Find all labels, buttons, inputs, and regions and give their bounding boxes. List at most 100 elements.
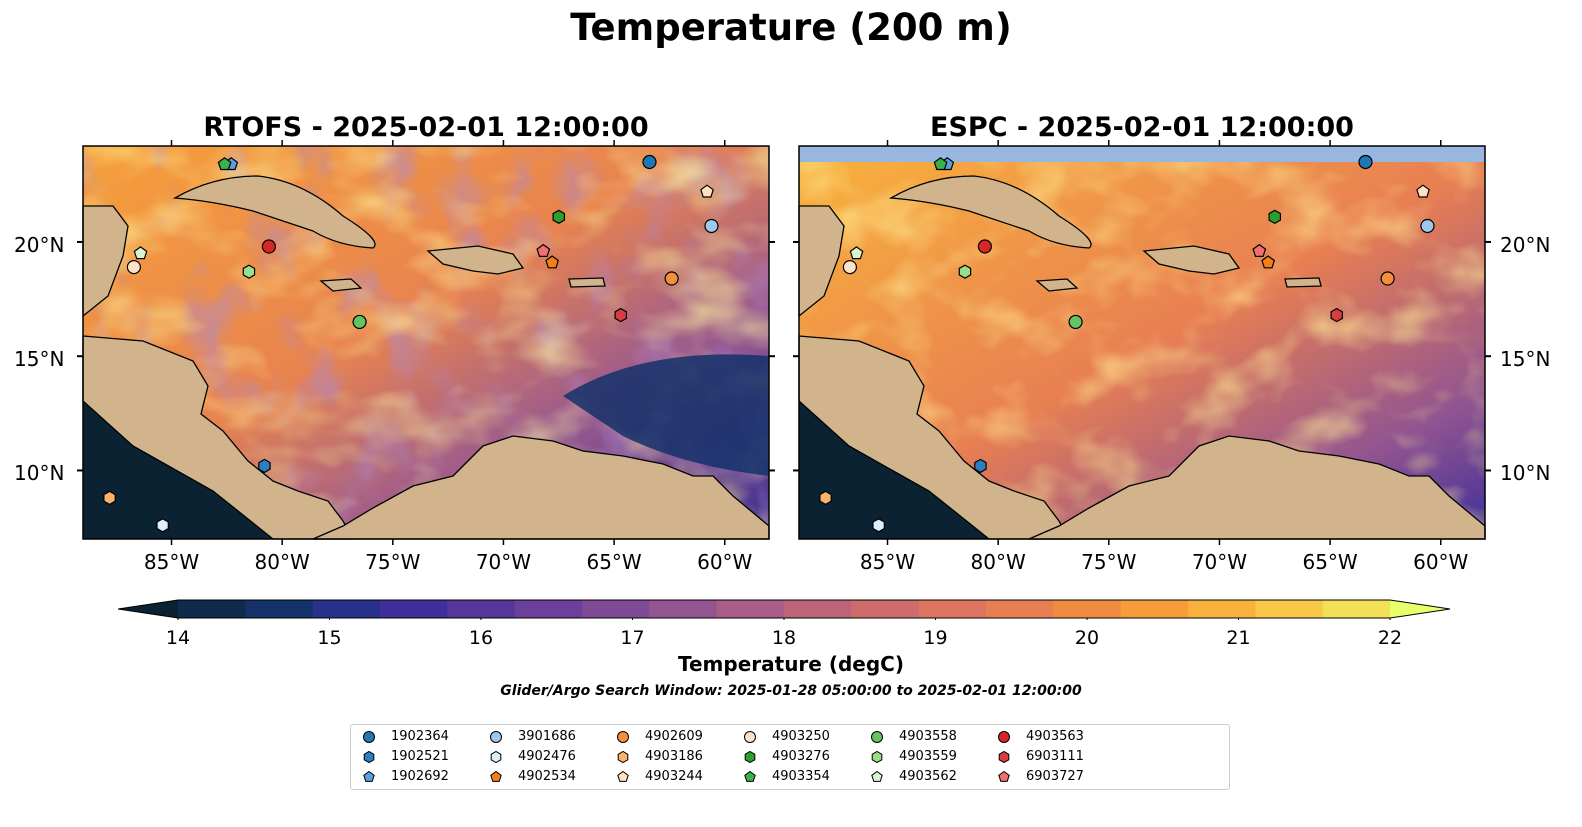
legend-marker [871,770,883,782]
float-marker-4903276 [552,209,565,224]
hispaniola-land [426,245,525,275]
colorbar-segment [851,600,920,618]
lon-label-rtofs-85: 85°W [143,550,200,574]
float-marker-4903244 [700,184,714,198]
legend-label: 6903727 [1026,769,1084,784]
float-marker-1902364 [1358,154,1373,170]
float-marker-6903727 [536,243,551,258]
legend-marker [871,731,883,743]
legend-marker [617,731,629,743]
legend-marker [490,770,502,782]
float-marker-4902609 [664,271,679,286]
float-marker-4903250 [126,259,141,275]
rtofs-map-frame [82,145,770,540]
colorbar-segment [1053,600,1122,618]
colorbar-tick-16: 16 [468,627,494,649]
legend-marker [617,770,629,782]
legend-label: 4902534 [518,769,576,784]
legend-label: 1902692 [391,769,449,784]
espc-temperature-map [798,146,1486,540]
legend-label: 3901686 [518,729,576,744]
hispaniola-land [1142,245,1241,275]
float-marker-3901686 [704,218,719,234]
colorbar-segment [1255,600,1324,618]
lon-label-espc-60: 60°W [1413,550,1469,574]
legend-label: 4903250 [772,729,830,744]
lon-label-espc-75: 75°W [1081,550,1137,574]
float-marker-4903559 [958,264,972,279]
colorbar-segment [784,600,852,618]
colorbar-label: Temperature (degC) [678,652,904,676]
float-marker-4903559 [242,264,256,279]
legend-label: 4903563 [1026,729,1084,744]
legend-marker [744,750,756,764]
colorbar-segment [1322,600,1391,618]
legend-label: 1902521 [391,749,449,764]
axis-tick-marks [77,140,1491,545]
legend-marker [998,750,1010,764]
search-window-note: Glider/Argo Search Window: 2025-01-28 05… [500,683,1082,699]
pacific-ocean [799,401,989,539]
jamaica-land [319,278,363,292]
float-marker-3901686 [1420,218,1435,234]
colorbar-under-arrow [118,600,178,618]
colorbar-tick-15: 15 [317,627,342,649]
colorbar-segment [447,600,516,618]
legend-label: 4903558 [899,729,957,744]
lon-label-rtofs-60: 60°W [697,550,753,574]
rtofs-temperature-map [82,146,770,540]
float-marker-4903354 [217,157,232,171]
legend-label: 4903276 [772,749,830,764]
legend-marker [490,750,502,764]
lon-label-rtofs-75: 75°W [365,550,421,574]
float-marker-6903111 [1330,307,1344,323]
colorbar-segment [649,600,718,618]
float-marker-4903558 [1068,314,1083,330]
float-legend: 1902364 1902521 1902692 3901686 4902476 49025… [350,724,1230,790]
float-marker-4903558 [352,314,367,330]
lat-label-15n-right: 15°N [1500,347,1551,371]
colorbar-segment [918,600,987,618]
float-marker-4903244 [1416,184,1430,198]
pacific-ocean [83,401,273,539]
lon-label-rtofs-70: 70°W [475,550,532,574]
cold-pool [563,354,769,476]
colorbar-segment [716,600,785,618]
legend-marker [490,731,502,743]
colorbar-tick-22: 22 [1377,627,1403,649]
colorbar-segment [312,600,381,618]
legend-marker [363,750,375,764]
cuba-land [888,175,1092,249]
legend-marker [871,750,883,764]
colorbar-tick-21: 21 [1226,627,1251,649]
no-data-band [799,146,1485,162]
lon-label-espc-80: 80°W [970,550,1026,574]
lon-label-rtofs-80: 80°W [254,550,310,574]
lon-label-espc-65: 65°W [1302,550,1358,574]
float-marker-4902476 [872,518,885,533]
legend-label: 1902364 [391,729,449,744]
float-marker-4902476 [156,518,169,533]
legend-marker [363,731,375,743]
cuba-land [172,175,376,249]
panel-title-espc: ESPC - 2025-02-01 12:00:00 [930,112,1354,143]
float-marker-4902534 [1261,255,1276,269]
colorbar-tick-17: 17 [620,627,645,649]
panel-title-rtofs: RTOFS - 2025-02-01 12:00:00 [203,112,649,143]
legend-marker [998,770,1010,782]
lon-label-espc-70: 70°W [1191,550,1248,574]
colorbar-tick-18: 18 [771,627,797,649]
float-marker-4903562 [133,246,148,260]
colorbar-segment [1188,600,1256,618]
lat-label-10n-left: 10°N [14,461,65,485]
colorbar-tick-14: 14 [165,627,191,649]
legend-label: 4903354 [772,769,830,784]
colorbar-segment [986,600,1054,618]
legend-label: 6903111 [1026,749,1084,764]
float-marker-4903186 [103,490,116,506]
float-markers-rtofs [103,154,719,533]
figure-title: Temperature (200 m) [570,6,1012,49]
legend-label: 4903559 [899,749,957,764]
float-marker-1902521 [974,458,987,474]
float-marker-4903354 [933,157,948,171]
